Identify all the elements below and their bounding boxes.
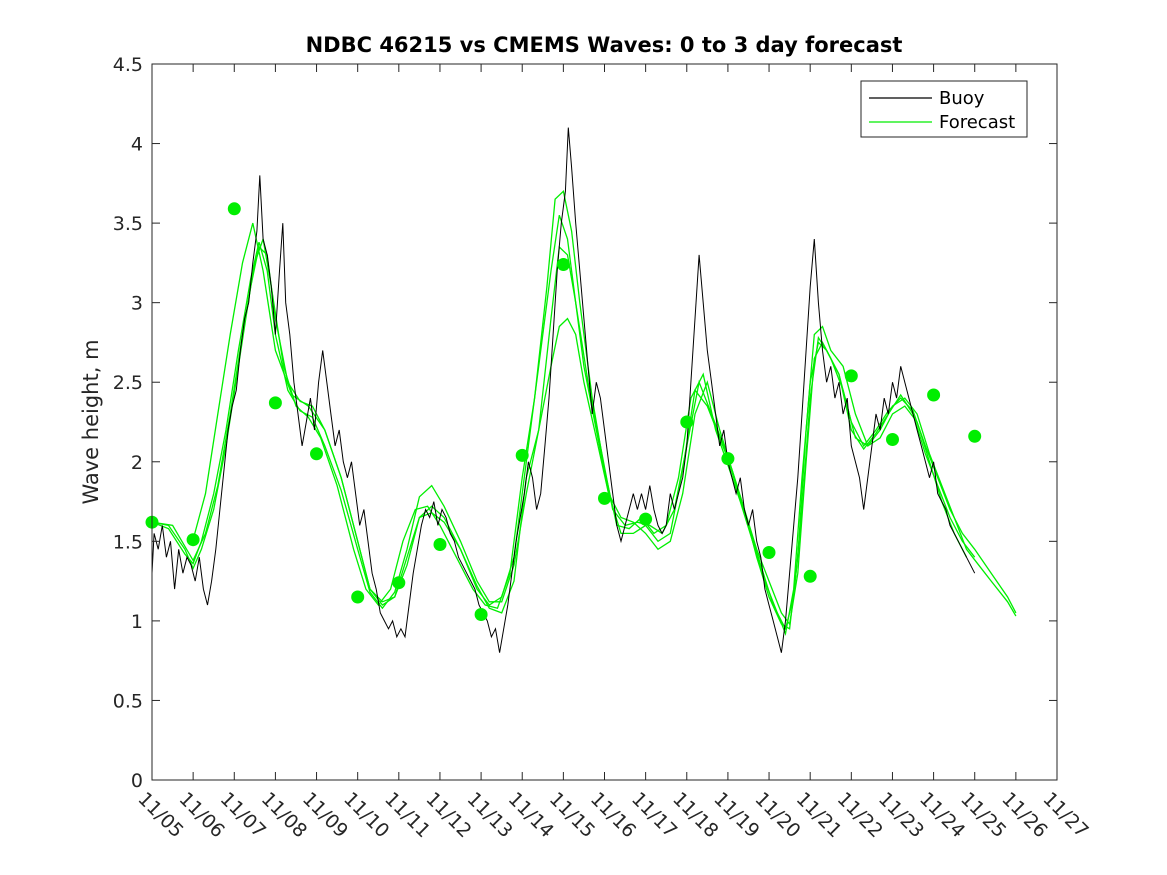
y-tick-label-9: 4.5	[113, 54, 143, 76]
forecast-marker-20	[968, 429, 982, 443]
y-tick-label-3: 1.5	[113, 531, 143, 553]
x-tick-label-18: 11/23	[874, 788, 928, 842]
forecast-marker-19	[927, 388, 941, 402]
x-tick-label-5: 11/10	[339, 788, 393, 842]
x-tick-label-4: 11/09	[298, 788, 352, 842]
x-tick-label-22: 11/27	[1038, 788, 1092, 842]
plot-lines	[151, 127, 1017, 653]
forecast-marker-18	[886, 433, 899, 446]
legend-label-forecast: Forecast	[939, 112, 1015, 133]
y-axis: 0 0.5 1 1.5 2 2.5 3 3.5 4 4.5	[113, 54, 1057, 792]
forecast-marker-17	[844, 369, 858, 383]
forecast-marker-1	[186, 533, 200, 547]
x-tick-label-15: 11/20	[750, 788, 804, 842]
y-tick-label-0: 0	[131, 770, 143, 792]
x-tick-label-12: 11/17	[627, 788, 681, 842]
forecast-marker-8	[474, 608, 488, 621]
forecast-markers	[145, 202, 982, 621]
x-tick-label-14: 11/19	[709, 788, 763, 842]
forecast-marker-14	[721, 452, 735, 466]
y-tick-label-6: 3	[131, 293, 143, 315]
legend-label-buoy: Buoy	[939, 88, 985, 109]
x-tick-label-13: 11/18	[668, 788, 722, 842]
forecast-marker-9	[515, 448, 529, 462]
x-tick-label-8: 11/13	[463, 788, 517, 842]
x-tick-label-1: 11/06	[175, 788, 229, 842]
x-tick-label-11: 11/16	[586, 788, 640, 842]
forecast-marker-11	[598, 491, 611, 505]
plot-frame	[151, 63, 1058, 781]
x-tick-label-17: 11/22	[833, 788, 887, 842]
forecast-marker-4	[310, 447, 323, 461]
chart-title: NDBC 46215 vs CMEMS Waves: 0 to 3 day fo…	[306, 33, 903, 57]
y-axis-label: Wave height, m	[79, 339, 103, 504]
x-tick-label-21: 11/26	[997, 788, 1051, 842]
y-tick-label-5: 2.5	[113, 372, 143, 394]
forecast-marker-13	[680, 415, 694, 429]
y-tick-label-4: 2	[131, 452, 143, 474]
x-tick-label-16: 11/21	[792, 788, 846, 842]
forecast-marker-2	[227, 202, 241, 216]
x-axis: 11/0511/0611/0711/0811/0911/1011/1111/12…	[133, 64, 1093, 842]
forecast-marker-7	[433, 538, 447, 551]
y-tick-label-8: 4	[131, 134, 143, 156]
x-tick-label-2: 11/07	[216, 788, 270, 842]
forecast-marker-3	[268, 396, 282, 410]
y-tick-label-2: 1	[131, 611, 143, 633]
forecast-marker-15	[762, 546, 776, 559]
x-tick-label-7: 11/12	[421, 788, 475, 842]
x-tick-label-20: 11/25	[956, 788, 1010, 842]
forecast-marker-5	[351, 590, 365, 604]
y-tick-label-1: 0.5	[113, 690, 143, 712]
buoy-series-line	[151, 127, 976, 653]
forecast-run-line-3	[151, 190, 976, 636]
x-tick-label-10: 11/15	[545, 788, 599, 842]
forecast-marker-16	[803, 569, 817, 583]
forecast-marker-6	[392, 576, 406, 590]
forecast-marker-10	[556, 258, 570, 271]
x-tick-label-19: 11/24	[915, 788, 969, 842]
x-tick-label-9: 11/14	[504, 788, 558, 842]
x-tick-label-0: 11/05	[133, 788, 187, 842]
y-tick-label-7: 3.5	[113, 213, 143, 235]
forecast-marker-12	[639, 512, 653, 526]
forecast-run-line-1	[151, 214, 1017, 626]
forecast-run-line-2	[151, 242, 968, 630]
legend: Buoy Forecast	[860, 80, 1028, 138]
legend-box	[860, 80, 1028, 138]
x-tick-label-3: 11/08	[257, 788, 311, 842]
x-tick-label-6: 11/11	[380, 788, 434, 842]
